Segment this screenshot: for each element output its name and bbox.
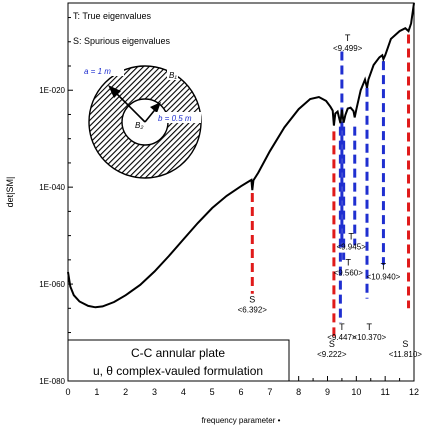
x-tick-label: 5 <box>210 387 215 397</box>
x-tick-label: 9 <box>325 387 330 397</box>
x-tick-label: 12 <box>409 387 419 397</box>
annular-plate-inset: a = 1 m b = 0.5 m B₁ B₂ <box>82 64 202 179</box>
legend-spurious: S: Spurious eigenvalues <box>73 36 171 46</box>
legend-true: T: True eigenvalues <box>73 11 152 21</box>
eigenvalue-annotation: T<9.945> <box>336 231 366 251</box>
eigenvalue-annotation: T<9.447> <box>327 322 357 342</box>
x-tick-label: 8 <box>296 387 301 397</box>
y-tick-label: 1E-040 <box>39 183 65 192</box>
eigenvalue-value: <10.940> <box>367 273 401 282</box>
x-tick-label: 3 <box>152 387 157 397</box>
eigenvalue-kind: T <box>339 322 345 332</box>
x-tick-label: 6 <box>238 387 243 397</box>
y-tick-label: 1E-060 <box>39 280 65 289</box>
eigenvalue-kind: S <box>402 339 408 349</box>
inset-label-b: b = 0.5 m <box>158 114 192 123</box>
eigenvalue-kind: T <box>367 322 373 332</box>
inset-label-b1: B₁ <box>169 71 177 80</box>
caption-line-2: u, θ complex-vauled formulation <box>93 364 263 378</box>
eigenvalue-value: <11.810> <box>389 350 423 359</box>
plot-frame <box>67 2 415 382</box>
x-tick-label: 11 <box>380 387 389 397</box>
inset-label-b2: B₂ <box>135 121 143 130</box>
eigenvalue-value: <9.499> <box>333 44 363 53</box>
eigenvalue-value: <9.945> <box>336 242 366 251</box>
eigenvalue-kind: T <box>381 262 387 272</box>
eigenvalue-kind: S <box>329 339 335 349</box>
eigenvalue-value: <9.447> <box>327 333 357 342</box>
eigenvalue-annotation: T<10.370> <box>352 322 386 342</box>
eigenvalue-value: <10.370> <box>352 333 386 342</box>
x-tick-label: 7 <box>267 387 272 397</box>
eigenvalue-kind: S <box>249 294 255 304</box>
x-tick-label: 0 <box>65 387 70 397</box>
y-tick-label: 1E-020 <box>39 86 65 95</box>
radius-a-arrowhead <box>108 85 121 98</box>
eigenvalue-kind: T <box>348 231 354 241</box>
eigenvalue-annotation: T<9.560> <box>334 258 364 278</box>
eigenvalue-annotation: T<9.499> <box>333 33 363 53</box>
det-sm-curve <box>67 2 415 309</box>
inset-label-a: a = 1 m <box>84 67 111 76</box>
radius-b-arrowhead <box>150 102 161 113</box>
eigenvalue-kind: T <box>345 33 351 43</box>
eigenvalue-annotation: T<10.940> <box>367 262 401 282</box>
y-tick-label: 1E-080 <box>39 377 65 386</box>
eigenvalue-annotation: S<6.392> <box>238 294 268 314</box>
x-tick-label: 10 <box>351 387 361 397</box>
x-tick-label: 1 <box>94 387 99 397</box>
eigenvalue-annotation: S<9.222> <box>317 339 347 359</box>
eigenvalue-annotation: S<11.810> <box>389 339 423 359</box>
caption-box: C-C annular plate u, θ complex-vauled fo… <box>67 339 290 382</box>
x-tick-label: 4 <box>181 387 186 397</box>
eigenvalue-kind: T <box>346 258 352 268</box>
x-axis-label: frequency parameter • <box>202 416 281 425</box>
eigenvalue-value: <6.392> <box>238 305 268 314</box>
caption-frame <box>67 339 290 382</box>
eigenvalue-value: <9.560> <box>334 269 364 278</box>
x-tick-label: 2 <box>123 387 128 397</box>
y-axis-label: det|SM| <box>5 177 15 208</box>
eigenvalue-value: <9.222> <box>317 350 347 359</box>
caption-line-1: C-C annular plate <box>131 346 225 360</box>
